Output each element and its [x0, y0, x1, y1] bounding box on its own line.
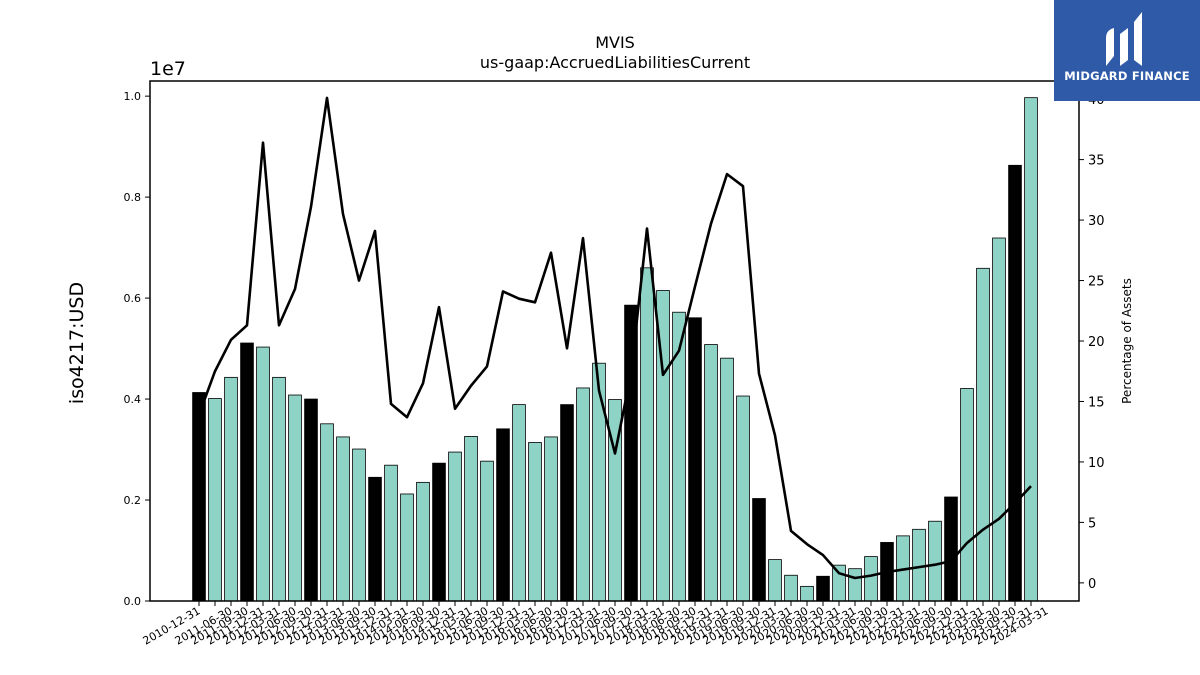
bar — [368, 476, 382, 602]
bar — [976, 267, 990, 602]
bar — [1008, 164, 1022, 602]
brand-logo-text: MIDGARD FINANCE — [1064, 69, 1190, 83]
bar — [864, 556, 878, 602]
y-tick-label: 1.0 — [124, 90, 142, 103]
bar — [320, 423, 334, 602]
bar — [256, 346, 270, 602]
bar — [736, 395, 750, 602]
bar — [592, 362, 606, 602]
bar — [288, 394, 302, 602]
y2-tick-label: 30 — [1088, 214, 1105, 229]
bar — [336, 436, 350, 602]
bar — [944, 496, 958, 602]
bar — [240, 342, 254, 602]
bar — [576, 387, 590, 602]
y2-tick-label: 10 — [1088, 456, 1105, 471]
bar — [624, 304, 638, 602]
bar — [928, 520, 942, 602]
chart-subtitle: us-gaap:AccruedLiabilitiesCurrent — [480, 53, 750, 72]
y-tick-label: 0.2 — [124, 494, 142, 507]
y2-tick-label: 15 — [1088, 395, 1105, 410]
percentage-line — [197, 96, 1032, 580]
bar — [960, 388, 974, 602]
bar — [560, 404, 574, 602]
bar — [752, 498, 766, 602]
bar — [704, 344, 718, 602]
bar — [992, 237, 1006, 602]
y2-tick-label: 20 — [1088, 335, 1105, 350]
bar — [784, 574, 798, 602]
bar — [208, 398, 222, 602]
bar — [1024, 97, 1038, 602]
bar — [544, 436, 558, 602]
bar — [720, 357, 734, 602]
bar — [640, 267, 654, 602]
x-axis: 2010-12-312011-06-302011-09-302011-12-31… — [141, 601, 1051, 648]
line-layer — [197, 96, 1032, 580]
bar — [224, 376, 238, 602]
bar — [384, 464, 398, 602]
bar — [512, 404, 526, 602]
y2-tick-label: 0 — [1088, 577, 1096, 592]
y-tick-label: 0.0 — [124, 595, 142, 608]
y2-tick-label: 5 — [1088, 516, 1096, 531]
y2-axis-label: Percentage of Assets — [1120, 278, 1134, 404]
y-axis: 0.0 0.2 0.4 0.6 0.8 1.0 — [124, 90, 150, 608]
bar — [400, 493, 414, 602]
bar — [688, 317, 702, 602]
bar — [800, 585, 814, 602]
y2-axis: 0510152025303540 — [1079, 93, 1105, 592]
bar — [192, 392, 206, 602]
y-axis-label: iso4217:USD — [66, 282, 88, 404]
bar — [448, 451, 462, 602]
bar — [416, 481, 430, 602]
chart-title: MVIS — [595, 33, 635, 52]
bar — [432, 462, 446, 602]
brand-logo-mark-icon — [1106, 12, 1142, 66]
y-tick-label: 0.6 — [124, 292, 142, 305]
bar — [272, 376, 286, 602]
bar — [832, 564, 846, 602]
bar — [480, 460, 494, 602]
y-tick-label: 0.8 — [124, 191, 142, 204]
y2-tick-label: 35 — [1088, 154, 1105, 169]
bars-layer — [192, 97, 1038, 602]
plot-frame — [149, 80, 1080, 602]
y-axis-offset-label: 1e7 — [150, 58, 186, 80]
bar — [768, 559, 782, 602]
bar — [496, 428, 510, 602]
bar — [464, 436, 478, 602]
bar — [528, 442, 542, 602]
bar — [816, 575, 830, 602]
bar — [848, 568, 862, 602]
y-tick-label: 0.4 — [124, 393, 142, 406]
bar — [304, 398, 318, 602]
bar — [352, 448, 366, 602]
y2-tick-label: 25 — [1088, 275, 1105, 290]
